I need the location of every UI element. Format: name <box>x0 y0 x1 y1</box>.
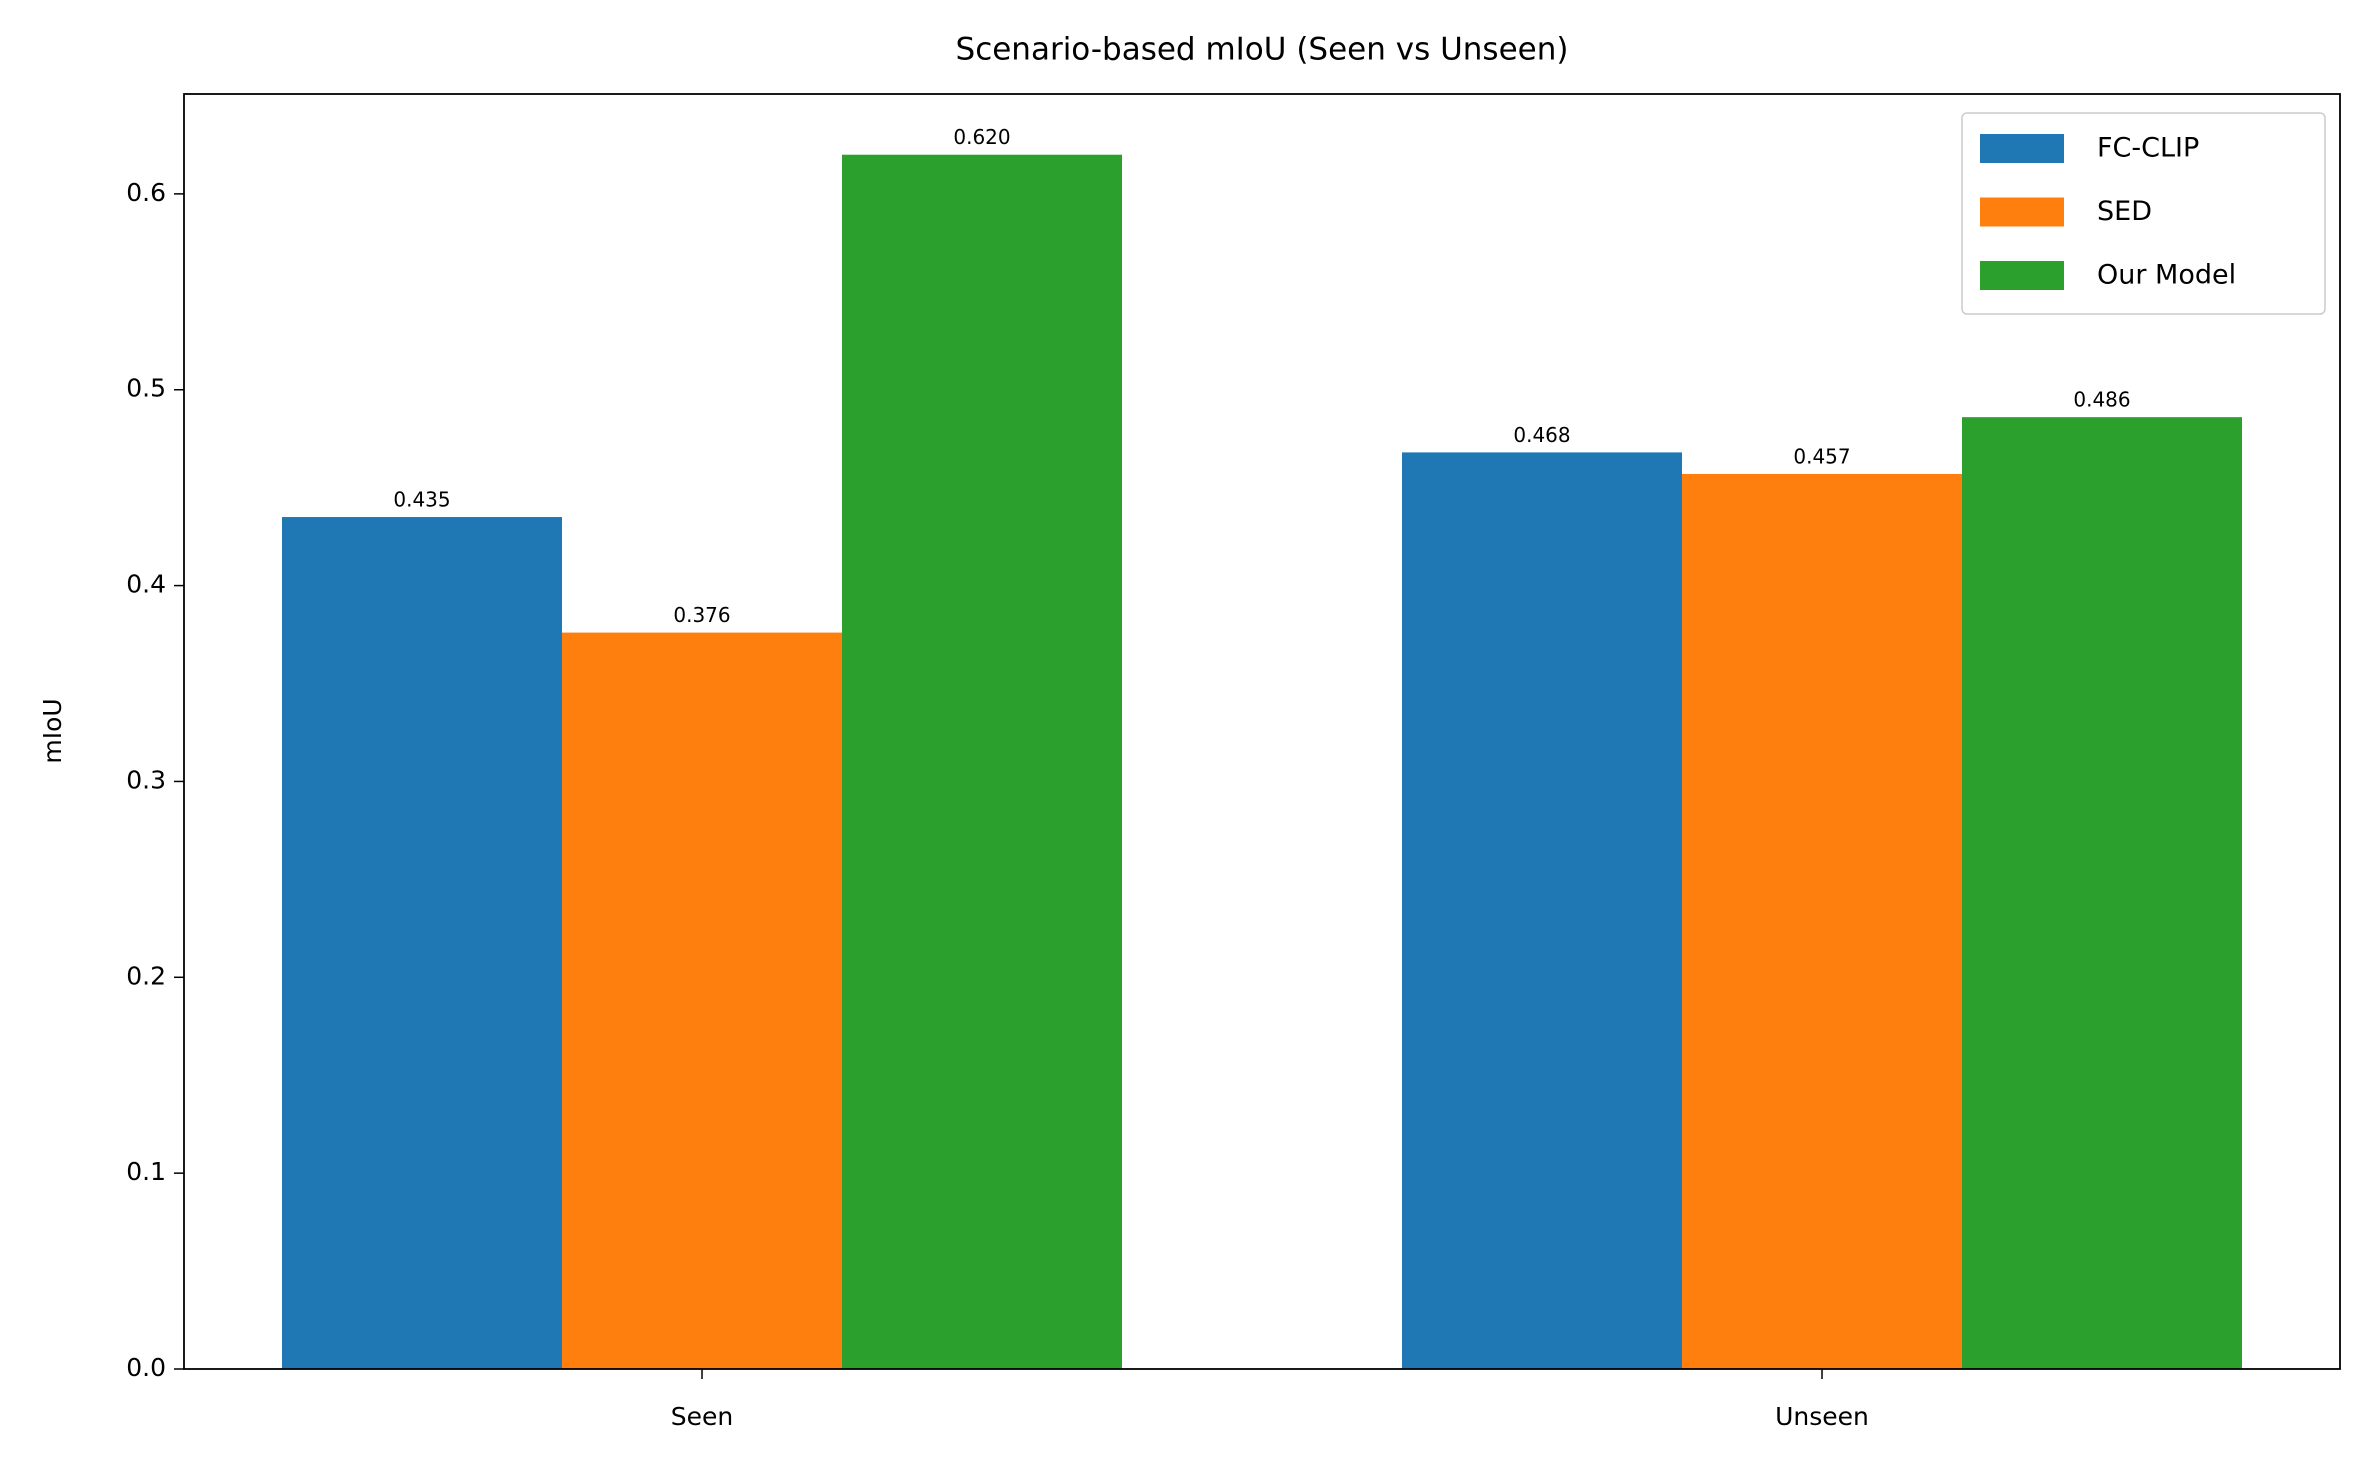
y-tick-label: 0.1 <box>126 1157 166 1186</box>
x-tick-label: Unseen <box>1775 1402 1869 1431</box>
value-label: 0.435 <box>393 488 450 512</box>
y-tick-label: 0.4 <box>126 570 166 599</box>
x-tick-label: Seen <box>671 1402 733 1431</box>
y-tick-label: 0.3 <box>126 765 166 794</box>
legend-label: SED <box>2097 196 2152 227</box>
plot-frame <box>183 93 2341 1370</box>
legend-swatch <box>1980 197 2064 227</box>
bar <box>842 154 1122 1370</box>
legend-label: FC-CLIP <box>2097 133 2199 164</box>
bar <box>1402 452 1682 1369</box>
legend-label: Our Model <box>2097 260 2236 291</box>
bar <box>1682 473 1962 1369</box>
y-axis-label: mIoU <box>38 698 67 763</box>
legend-swatch <box>1980 261 2064 290</box>
y-tick-label: 0.5 <box>126 374 166 403</box>
y-tick-label: 0.6 <box>126 178 166 207</box>
value-label: 0.468 <box>1513 423 1570 447</box>
value-label: 0.376 <box>673 603 730 627</box>
chart-title: Scenario-based mIoU (Seen vs Unseen) <box>956 32 1569 68</box>
value-label: 0.457 <box>1793 444 1850 468</box>
bar <box>282 517 562 1369</box>
value-label: 0.620 <box>953 125 1010 149</box>
y-tick-label: 0.2 <box>126 961 166 990</box>
bar <box>562 632 842 1369</box>
value-label: 0.486 <box>2073 388 2130 412</box>
y-tick-label: 0.0 <box>126 1353 166 1382</box>
legend-swatch <box>1980 134 2064 163</box>
bar <box>1962 417 2242 1369</box>
